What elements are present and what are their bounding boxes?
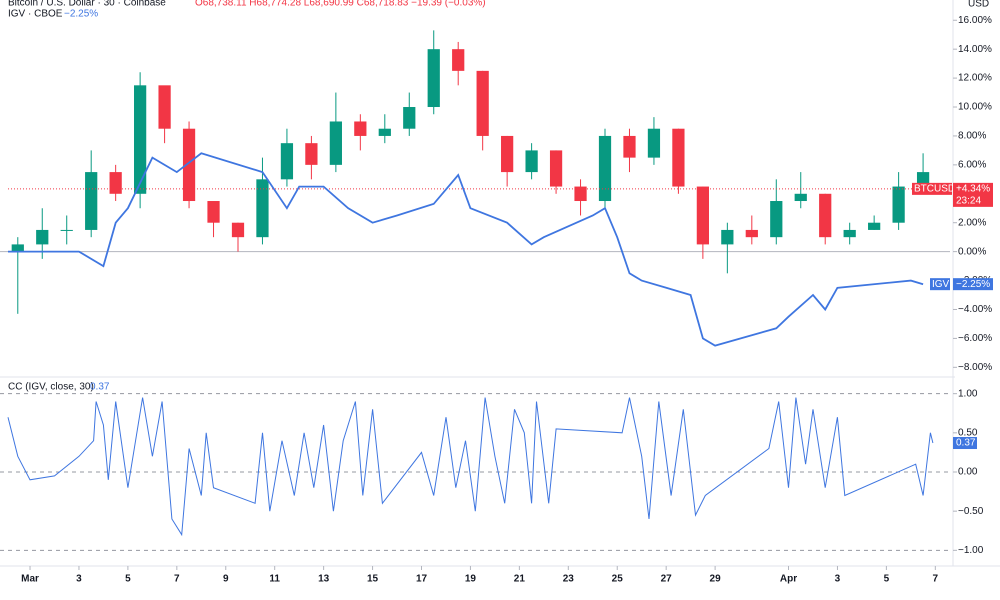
y-tick-label: 12.00% <box>958 73 992 84</box>
candle-body <box>256 179 269 238</box>
x-tick-label: 25 <box>612 574 624 585</box>
candle-body <box>452 49 465 71</box>
candle-body <box>207 201 220 223</box>
candle-body <box>158 85 171 129</box>
candle-body <box>36 229 49 245</box>
x-tick-label: 5 <box>884 574 890 585</box>
candle-body <box>427 49 440 108</box>
series-tag-label: −2.25% <box>956 279 990 290</box>
y-tick-label: 0.00 <box>958 467 978 478</box>
y-tick-label: −6.00% <box>958 333 992 344</box>
x-tick-label: 11 <box>269 574 280 585</box>
y-tick-label: 0.00% <box>958 246 986 257</box>
legend-value: −2.25% <box>64 9 98 20</box>
candle-body <box>696 186 709 245</box>
candle-body <box>794 193 807 202</box>
candle-body <box>819 193 832 238</box>
price-flag <box>912 182 952 195</box>
candle-body <box>501 135 514 173</box>
y-tick-label: 0.50 <box>958 427 978 438</box>
candle-body <box>11 244 24 252</box>
legend-entry: IGV · CBOE <box>8 9 63 20</box>
x-tick-label: 15 <box>367 574 379 585</box>
y-tick-label: 8.00% <box>958 131 986 142</box>
x-tick-label: 9 <box>223 574 229 585</box>
y-tick-label: −4.00% <box>958 304 992 315</box>
candle-body <box>623 135 636 158</box>
candle-body <box>182 128 196 202</box>
candle-body <box>476 70 489 136</box>
candle-body <box>892 186 905 223</box>
line-series <box>8 152 924 347</box>
x-tick-label: 29 <box>710 574 722 585</box>
y-tick-label: 6.00% <box>958 160 986 171</box>
x-tick-label: 21 <box>514 574 526 585</box>
candle-body <box>721 229 734 245</box>
candle-body <box>305 143 318 165</box>
countdown: 23:24 <box>956 196 981 207</box>
series-flag <box>930 278 950 291</box>
value-tag <box>953 437 977 450</box>
y-tick-label: −1.00 <box>958 545 984 556</box>
candle-body <box>85 172 98 230</box>
x-tick-label: 13 <box>318 574 330 585</box>
candle-body <box>647 128 661 158</box>
y-tick-label: 16.00% <box>958 15 992 26</box>
y-tick-label: −0.50 <box>958 506 984 517</box>
x-tick-label: 23 <box>563 574 575 585</box>
x-tick-label: 5 <box>125 574 131 585</box>
x-tick-label: 3 <box>76 574 82 585</box>
value-tag-label: 0.37 <box>956 438 976 449</box>
ohlc: O68,738.11 H68,774.28 L68,690.99 C68,718… <box>195 0 486 9</box>
indicator-title: CC (IGV, close, 30) <box>8 382 94 393</box>
x-tick-label: 17 <box>416 574 428 585</box>
x-tick-label: 19 <box>465 574 477 585</box>
axis-unit: USD <box>968 0 989 10</box>
candle-body <box>598 135 612 202</box>
x-tick-label: 7 <box>174 574 180 585</box>
candle-body <box>231 222 245 238</box>
price-tag <box>953 182 993 207</box>
candle-body <box>403 107 416 129</box>
y-tick-label: 2.00% <box>958 217 986 228</box>
candle-body <box>843 229 856 238</box>
candle-body <box>549 150 563 187</box>
x-tick-label: Mar <box>21 574 39 585</box>
candle-body <box>134 85 147 194</box>
price-tag-label: +4.34% <box>956 184 990 195</box>
line-series <box>7 397 934 537</box>
candle-body <box>525 150 538 173</box>
y-tick-label: −8.00% <box>958 362 992 373</box>
y-tick-label: 14.00% <box>958 44 992 55</box>
candle-body <box>672 128 685 187</box>
indicator-value: 0.37 <box>90 382 110 393</box>
y-tick-label: 10.00% <box>958 102 992 113</box>
x-tick-label: 27 <box>661 574 673 585</box>
candle-body <box>280 143 294 180</box>
x-tick-label: 3 <box>835 574 841 585</box>
candle-body <box>109 172 122 194</box>
candle-body <box>60 229 73 231</box>
candle-body <box>329 121 342 165</box>
chart-title: Bitcoin / U.S. Dollar · 30 · Coinbase <box>8 0 166 9</box>
candle-body <box>770 201 783 238</box>
candle-body <box>354 121 367 136</box>
y-tick-label: 1.00 <box>958 388 978 399</box>
price-flag-label: BTCUSD <box>914 184 955 195</box>
series-flag-label: IGV <box>932 279 950 290</box>
x-tick-label: 7 <box>933 574 939 585</box>
candle-body <box>868 222 881 230</box>
candle-body <box>574 186 587 202</box>
candle-body <box>378 128 391 136</box>
candle-body <box>745 229 758 238</box>
x-tick-label: Apr <box>780 574 797 585</box>
series-tag <box>953 278 993 291</box>
